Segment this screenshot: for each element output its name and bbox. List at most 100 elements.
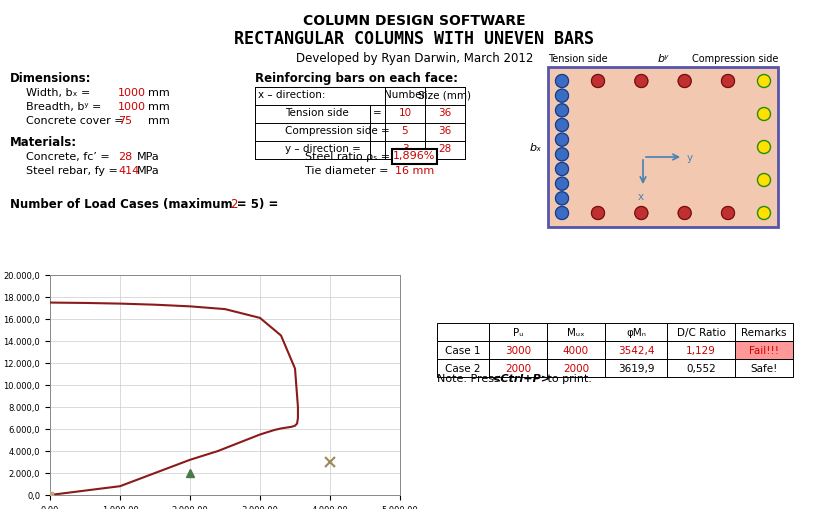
Text: MPa: MPa [137,152,160,162]
Text: 3000: 3000 [504,345,531,355]
Bar [489,359,546,377]
Text: Width, bₓ =: Width, bₓ = [26,88,90,98]
Text: 1,896%: 1,896% [392,151,436,161]
Bar [667,359,734,377]
Circle shape [720,75,734,89]
Bar [436,342,489,359]
Circle shape [555,192,568,206]
Text: Materials:: Materials: [10,136,77,149]
Circle shape [634,75,647,89]
Circle shape [677,207,691,220]
Text: 4000: 4000 [562,345,589,355]
Text: 2000: 2000 [562,363,589,373]
Circle shape [555,75,568,89]
Bar [546,323,604,342]
Text: Remarks: Remarks [740,327,786,337]
Text: 1,129: 1,129 [686,345,715,355]
Text: 36: 36 [438,126,451,136]
Circle shape [555,149,568,161]
Text: MPa: MPa [137,165,160,176]
Text: 1000: 1000 [118,102,146,112]
Text: 3: 3 [402,144,408,154]
Text: mm: mm [148,88,170,98]
Text: 28: 28 [118,152,132,162]
Text: Tension side: Tension side [547,54,607,64]
Text: φMₙ: φMₙ [625,327,645,337]
Text: Dimensions:: Dimensions: [10,72,91,85]
Circle shape [757,207,769,220]
Circle shape [555,178,568,191]
Text: Number of Load Cases (maximum = 5) =: Number of Load Cases (maximum = 5) = [10,197,278,211]
Text: Case 2: Case 2 [445,363,480,373]
Text: Number: Number [383,90,426,100]
Circle shape [634,207,647,220]
Bar [546,359,604,377]
Text: 1000: 1000 [118,88,146,98]
Circle shape [555,207,568,220]
Bar [604,342,667,359]
Circle shape [555,119,568,132]
Text: Pᵤ: Pᵤ [513,327,522,337]
Text: Note: Press: Note: Press [436,373,503,383]
Bar [734,359,792,377]
Circle shape [591,75,604,89]
Text: Steel rebar, fy =: Steel rebar, fy = [26,165,118,176]
Bar [667,323,734,342]
Text: Size (mm): Size (mm) [418,90,471,100]
Bar [489,342,546,359]
Text: Fail!!!: Fail!!! [748,345,778,355]
Circle shape [757,75,769,89]
Text: D/C Ratio: D/C Ratio [676,327,724,337]
Text: mm: mm [148,102,170,112]
Text: 28: 28 [438,144,451,154]
Bar [436,323,489,342]
Text: 5: 5 [402,126,408,136]
Text: 75: 75 [118,116,132,126]
Text: mm: mm [148,116,170,126]
Text: x: x [638,191,643,202]
Text: 2: 2 [229,197,237,211]
Circle shape [757,141,769,154]
Text: Concrete cover =: Concrete cover = [26,116,123,126]
Circle shape [555,134,568,147]
Circle shape [591,207,604,220]
Text: Tension side: Tension side [285,108,349,118]
Bar [547,68,777,228]
Text: <Ctrl+P>: <Ctrl+P> [491,373,551,383]
Text: to print.: to print. [543,373,591,383]
Text: =: = [373,108,381,118]
Bar [604,323,667,342]
Text: Reinforcing bars on each face:: Reinforcing bars on each face: [255,72,457,85]
Bar [734,323,792,342]
Text: 2000: 2000 [504,363,531,373]
Circle shape [720,207,734,220]
Circle shape [555,90,568,103]
Text: Safe!: Safe! [749,363,777,373]
Text: x – direction:: x – direction: [258,90,325,100]
Circle shape [757,108,769,121]
Text: Developed by Ryan Darwin, March 2012: Developed by Ryan Darwin, March 2012 [296,52,532,65]
Text: Concrete, fc’ =: Concrete, fc’ = [26,152,109,162]
Text: 10: 10 [398,108,411,118]
Text: Case 1: Case 1 [445,345,480,355]
Text: Compression side =: Compression side = [285,126,389,136]
Text: Tie diameter =: Tie diameter = [305,165,388,176]
Bar [546,342,604,359]
Text: y: y [686,153,692,163]
Text: Steel ratio ρₛ =: Steel ratio ρₛ = [305,152,390,162]
Circle shape [757,174,769,187]
Circle shape [555,163,568,176]
Bar [392,150,436,165]
Bar [667,342,734,359]
Text: bₓ: bₓ [529,143,542,153]
Text: RECTANGULAR COLUMNS WITH UNEVEN BARS: RECTANGULAR COLUMNS WITH UNEVEN BARS [234,30,594,48]
Text: bʸ: bʸ [657,54,668,64]
Circle shape [677,75,691,89]
Bar [436,359,489,377]
Bar [489,323,546,342]
Text: y – direction =: y – direction = [285,144,360,154]
Text: 0,552: 0,552 [686,363,715,373]
Text: 3619,9: 3619,9 [617,363,653,373]
Text: Breadth, bʸ =: Breadth, bʸ = [26,102,101,112]
Text: 16 mm: 16 mm [394,165,434,176]
